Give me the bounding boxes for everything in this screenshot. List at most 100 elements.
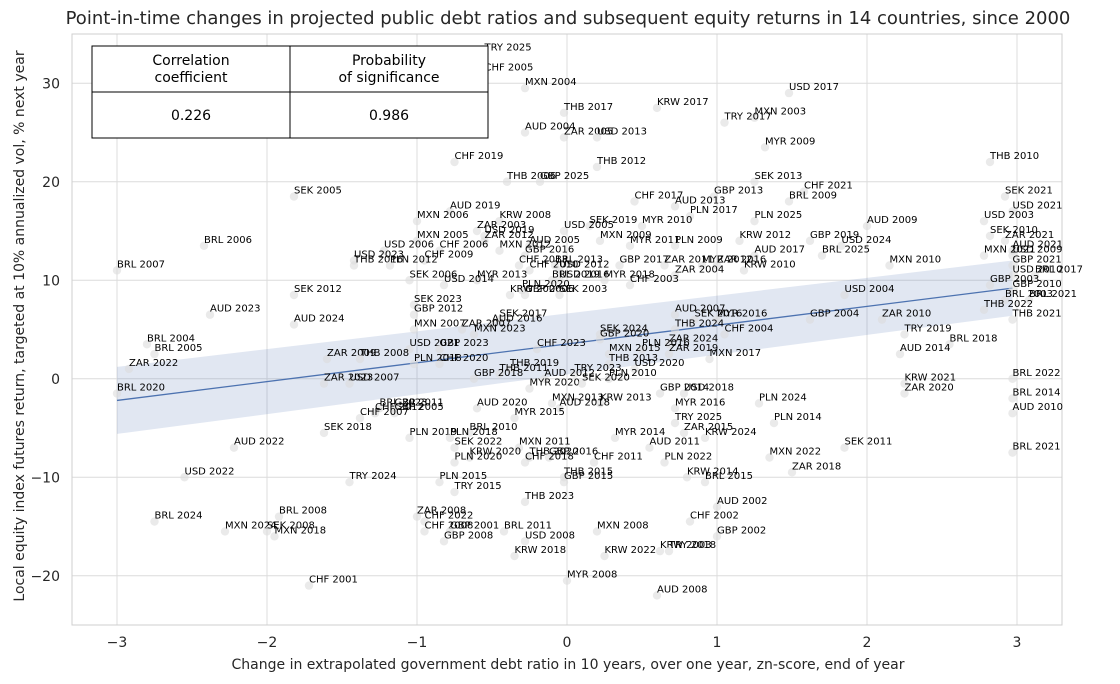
data-point-label: PLN 2014 — [774, 412, 822, 423]
data-point — [487, 320, 497, 329]
data-point-label: KRW 2017 — [657, 97, 709, 108]
data-point — [670, 241, 680, 250]
data-point — [735, 236, 744, 246]
data-point — [1008, 315, 1017, 324]
data-point-label: THB 2008 — [359, 348, 409, 359]
data-point-label: GBP 2008 — [444, 530, 493, 541]
data-point — [712, 315, 722, 324]
data-point — [150, 517, 159, 526]
data-point-label: CHF 2022 — [425, 511, 474, 522]
data-point-label: AUD 2013 — [675, 195, 726, 206]
data-point-label: THB 2011 — [499, 363, 549, 374]
data-point-label: GBP 2023 — [440, 338, 489, 349]
data-point-label: SEK 2011 — [845, 437, 893, 448]
data-point — [1008, 448, 1017, 457]
data-point-label: AUD 2008 — [657, 584, 708, 595]
data-point-label: MYR 2013 — [477, 269, 527, 280]
data-point-label: GBP 2015 — [564, 471, 613, 482]
data-point-label: PLN 2025 — [755, 210, 803, 221]
data-point — [885, 261, 894, 270]
data-point-label: TRY 2018 — [668, 540, 716, 551]
data-point — [877, 315, 887, 324]
data-point-label: GBP 2011 — [395, 397, 444, 408]
data-point-label: GBP 2018 — [474, 368, 523, 379]
y-tick-label: 30 — [42, 76, 60, 92]
data-point — [180, 473, 189, 482]
data-point — [495, 369, 504, 379]
stats-value-correlation: 0.226 — [171, 108, 211, 124]
data-point — [345, 477, 354, 487]
data-point-label: USD 2017 — [789, 82, 839, 93]
data-point — [435, 359, 444, 369]
data-point — [664, 349, 674, 359]
data-point-label: USD 2008 — [525, 530, 575, 541]
data-point — [900, 389, 909, 398]
data-point-label: MYR 2016 — [717, 309, 767, 320]
data-point-label: MXN 2005 — [417, 230, 469, 241]
data-point — [199, 241, 209, 250]
data-point — [720, 330, 729, 339]
data-point-label: THB 2010 — [989, 151, 1039, 162]
data-point-label: KRW 2022 — [605, 545, 657, 556]
data-point-label: GBP 2017 — [620, 254, 669, 265]
data-point — [600, 551, 609, 561]
data-point-label: THB 2013 — [608, 353, 658, 364]
data-point — [465, 428, 474, 438]
data-point — [555, 290, 564, 300]
data-point — [637, 221, 647, 231]
data-point — [1008, 285, 1017, 295]
y-tick-label: 20 — [42, 175, 60, 191]
data-point-label: SEK 2017 — [500, 309, 548, 320]
data-point-label: USD 2022 — [185, 466, 235, 477]
data-point-label: MYR 2010 — [642, 215, 692, 226]
data-point-label: BRL 2004 — [147, 333, 195, 344]
data-point-label: MXN 2024 — [225, 520, 277, 531]
data-point — [469, 374, 479, 383]
data-point-label: GBP 2005 — [395, 402, 444, 413]
data-point — [604, 359, 614, 369]
data-point-label: USD 2024 — [842, 235, 892, 246]
data-point — [525, 241, 534, 250]
data-point-label: GBP 2003 — [990, 274, 1039, 285]
data-point-label: GBP 2020 — [600, 328, 649, 339]
data-point — [390, 409, 399, 418]
data-point — [562, 576, 572, 585]
data-point-label: PLN 2015 — [440, 471, 488, 482]
data-point — [499, 527, 509, 536]
data-point — [670, 271, 680, 280]
data-point-label: BRL 2022 — [1013, 368, 1061, 379]
data-point — [1008, 251, 1017, 260]
data-point — [697, 261, 707, 270]
data-point-label: GBP 2010 — [1013, 279, 1062, 290]
data-point-label: PLN 2012 — [390, 254, 438, 265]
data-point-label: ZAR 2011 — [665, 254, 714, 265]
data-point — [420, 256, 429, 265]
data-point — [559, 133, 569, 142]
data-point — [660, 458, 669, 467]
data-point — [655, 389, 665, 398]
data-point-label: PLN 2020 — [522, 279, 570, 290]
data-point-label: ZAR 2010 — [882, 309, 931, 320]
data-point-label: THB 2017 — [563, 102, 613, 113]
data-point-label: BRL 2021 — [1029, 289, 1077, 300]
data-point — [979, 216, 989, 226]
data-point-label: THB 2021 — [1012, 309, 1062, 320]
data-point — [559, 108, 569, 118]
data-point-label: TRY 2025 — [484, 43, 532, 54]
data-point-label: MXN 2015 — [609, 343, 661, 354]
data-point-label: USD 2006 — [384, 240, 434, 251]
data-point — [409, 300, 419, 310]
data-point-label: AUD 2023 — [210, 304, 261, 315]
data-point — [450, 458, 459, 467]
data-point-label: ZAR 2018 — [792, 461, 841, 472]
data-point-label: THB 2024 — [674, 319, 724, 330]
data-point-label: KRW 2006 — [510, 284, 562, 295]
data-point — [840, 290, 849, 300]
regression-line — [116, 287, 1013, 402]
data-point-label: USD 2020 — [635, 358, 685, 369]
x-tick-label: 0 — [563, 635, 572, 651]
data-point-label: CHF 2018 — [525, 451, 574, 462]
data-point-label: SEK 2021 — [1005, 186, 1053, 197]
data-point — [664, 546, 674, 556]
